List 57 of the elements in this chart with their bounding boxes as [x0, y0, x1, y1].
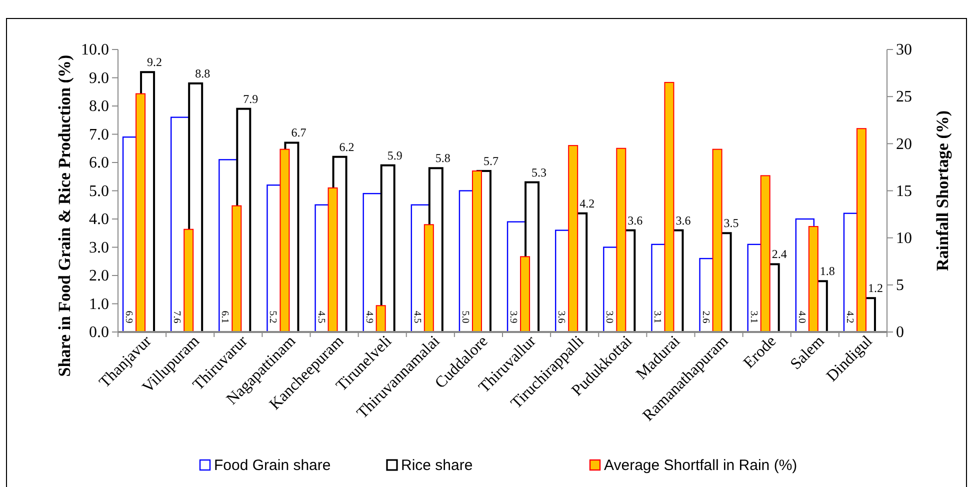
- data-label: 5.9: [387, 148, 402, 162]
- legend-label: Rice share: [401, 457, 473, 474]
- data-label: 6.9: [123, 310, 134, 324]
- data-label: 1.2: [868, 281, 883, 296]
- data-label: 4.2: [844, 310, 855, 324]
- data-label: 3.6: [628, 213, 643, 228]
- y-tick-label: 1.0: [89, 296, 109, 313]
- data-label: 7.9: [243, 92, 258, 106]
- y2-tick-label: 20: [896, 136, 912, 153]
- y2-tick-label: 5: [896, 277, 904, 294]
- data-label: 1.8: [820, 264, 835, 278]
- data-label: 2.4: [772, 247, 787, 262]
- y-tick-label: 10.0: [81, 42, 109, 59]
- y2-tick-label: 10: [896, 230, 912, 247]
- data-label: 4.5: [411, 310, 422, 324]
- data-label: 9.2: [147, 55, 162, 70]
- data-label: 4.5: [315, 310, 326, 324]
- y-tick-label: 9.0: [89, 70, 109, 87]
- y-tick-label: 5.0: [89, 182, 109, 200]
- legend-label: Average Shortfall in Rain (%): [604, 457, 798, 474]
- bar: [664, 82, 674, 332]
- data-label: 3.6: [556, 310, 567, 324]
- y2-tick-label: 25: [896, 88, 912, 106]
- data-label: 3.6: [676, 213, 691, 228]
- data-label: 4.9: [363, 310, 374, 324]
- data-label: 5.7: [483, 154, 498, 168]
- data-label: 5.0: [459, 310, 470, 324]
- data-label: 3.9: [508, 310, 519, 324]
- data-label: 7.6: [171, 310, 182, 324]
- data-label: 5.8: [435, 151, 450, 166]
- data-label: 3.0: [604, 310, 615, 324]
- data-label: 6.2: [339, 140, 354, 154]
- y-tick-label: 8.0: [89, 98, 109, 116]
- data-label: 8.8: [195, 66, 210, 80]
- data-label: 2.6: [700, 310, 711, 324]
- data-label: 3.1: [748, 310, 759, 324]
- y2-tick-label: 15: [896, 182, 912, 200]
- data-label: 4.2: [580, 196, 595, 210]
- y2-tick-label: 30: [896, 42, 912, 59]
- y-tick-label: 3.0: [89, 239, 109, 256]
- data-label: 3.5: [724, 216, 739, 230]
- y-tick-label: 7.0: [89, 126, 109, 144]
- bar: [376, 305, 386, 332]
- y-tick-label: 4.0: [89, 211, 109, 228]
- y-tick-label: 2.0: [89, 268, 109, 285]
- y2-axis-title: Rainfall Shortage (%): [933, 110, 952, 272]
- data-label: 6.7: [291, 126, 306, 140]
- data-label: 5.3: [532, 165, 547, 180]
- y-tick-label: 6.0: [89, 154, 109, 172]
- data-label: 5.2: [267, 310, 278, 324]
- data-label: 6.1: [219, 310, 230, 324]
- data-label: 4.0: [796, 310, 807, 324]
- legend-label: Food Grain share: [214, 457, 331, 474]
- data-label: 3.1: [652, 310, 663, 324]
- y-axis-title: Share in Food Grain & Rice Production (%): [55, 54, 74, 377]
- y-tick-label: 0.0: [89, 324, 109, 342]
- y2-tick-label: 0: [896, 324, 904, 342]
